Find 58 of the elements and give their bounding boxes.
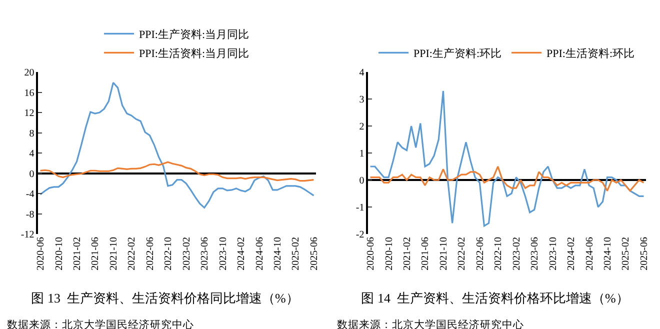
x-tick-label: 2021-02 bbox=[72, 237, 83, 270]
line-series bbox=[369, 166, 645, 192]
text: 图 14 生产资料、生活资料价格环比增速（%） bbox=[361, 290, 629, 306]
y-tick-label: 4 bbox=[359, 68, 364, 78]
x-tick-label: 2025-02 bbox=[620, 237, 632, 270]
x-tick-label: 2023-10 bbox=[218, 237, 229, 270]
y-tick-label: -12 bbox=[20, 230, 34, 240]
y-tick-label: 20 bbox=[24, 68, 34, 78]
x-tick-label: 2022-06 bbox=[144, 237, 156, 270]
x-tick-label: 2020-10 bbox=[54, 237, 65, 270]
x-tick-label: 2020-06 bbox=[36, 237, 47, 270]
y-tick-label: -1 bbox=[356, 202, 364, 214]
y-tick-label: 0 bbox=[359, 176, 364, 186]
x-tick-label: 2021-06 bbox=[420, 237, 432, 270]
x-tick-label: 2020-06 bbox=[366, 237, 377, 270]
x-tick-label: 2021-06 bbox=[90, 237, 102, 270]
x-tick-label: 2022-02 bbox=[456, 237, 468, 270]
x-tick-label: 2024-06 bbox=[584, 237, 596, 270]
x-tick-label: 2022-10 bbox=[493, 237, 504, 270]
x-tick-label: 2023-10 bbox=[548, 237, 559, 270]
y-tick-label: -2 bbox=[356, 230, 364, 240]
line-series bbox=[39, 82, 315, 208]
x-tick-label: 2020-10 bbox=[384, 237, 395, 270]
y-tick-label: 1 bbox=[359, 148, 364, 160]
legend-label: PPI:生产资料:环比 bbox=[414, 46, 502, 60]
y-tick-label: 4 bbox=[29, 148, 34, 160]
y-tick-label: 0 bbox=[29, 168, 34, 180]
y-tick-label: -4 bbox=[26, 189, 34, 200]
y-tick-label: 2 bbox=[359, 122, 364, 132]
x-tick-label: 2023-02 bbox=[181, 237, 192, 270]
y-tick-label: 16 bbox=[24, 88, 34, 99]
x-tick-label: 2023-06 bbox=[200, 237, 211, 270]
text: 图 13 生产资料、生活资料价格同比增速（%） bbox=[31, 290, 299, 306]
line-series bbox=[39, 161, 315, 182]
x-tick-label: 2024-02 bbox=[566, 237, 578, 270]
x-tick-label: 2024-06 bbox=[254, 237, 266, 270]
x-tick-label: 2025-02 bbox=[290, 237, 302, 270]
y-tick-label: -8 bbox=[26, 209, 34, 220]
x-tick-label: 2024-02 bbox=[236, 237, 248, 270]
x-tick-label: 2022-10 bbox=[163, 237, 174, 270]
x-tick-label: 2024-10 bbox=[272, 237, 284, 270]
x-tick-label: 2022-02 bbox=[126, 237, 138, 270]
y-tick-label: 8 bbox=[29, 128, 34, 140]
x-tick-label: 2023-06 bbox=[530, 237, 541, 270]
legend-label: PPI:生活资料:当月同比 bbox=[139, 46, 250, 60]
legend-label: PPI:生产资料:当月同比 bbox=[139, 28, 250, 41]
x-tick-label: 2021-10 bbox=[438, 237, 450, 270]
x-tick-label: 2022-06 bbox=[474, 237, 486, 270]
y-tick-label: 12 bbox=[24, 108, 34, 119]
line-series bbox=[369, 90, 645, 227]
x-tick-label: 2025-06 bbox=[638, 237, 650, 270]
legend-label: PPI:生活资料:环比 bbox=[546, 46, 635, 60]
x-tick-label: 2021-02 bbox=[402, 237, 413, 270]
x-tick-label: 2021-10 bbox=[108, 237, 120, 270]
x-tick-label: 2024-10 bbox=[602, 237, 614, 270]
y-tick-label: 3 bbox=[359, 94, 364, 106]
x-tick-label: 2025-06 bbox=[308, 237, 320, 270]
x-tick-label: 2023-02 bbox=[511, 237, 522, 270]
